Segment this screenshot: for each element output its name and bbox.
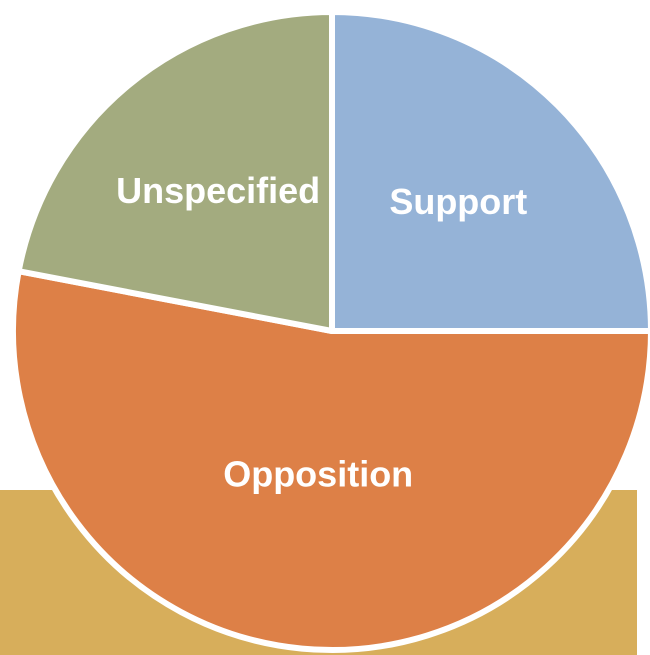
pie-slice [10, 268, 650, 653]
slice-label: Opposition [223, 454, 413, 495]
pie [10, 9, 650, 653]
pie-slice [15, 9, 335, 334]
slice-label: Unspecified [116, 170, 320, 211]
pie-slice [329, 9, 650, 334]
slice-label: Support [389, 181, 527, 222]
